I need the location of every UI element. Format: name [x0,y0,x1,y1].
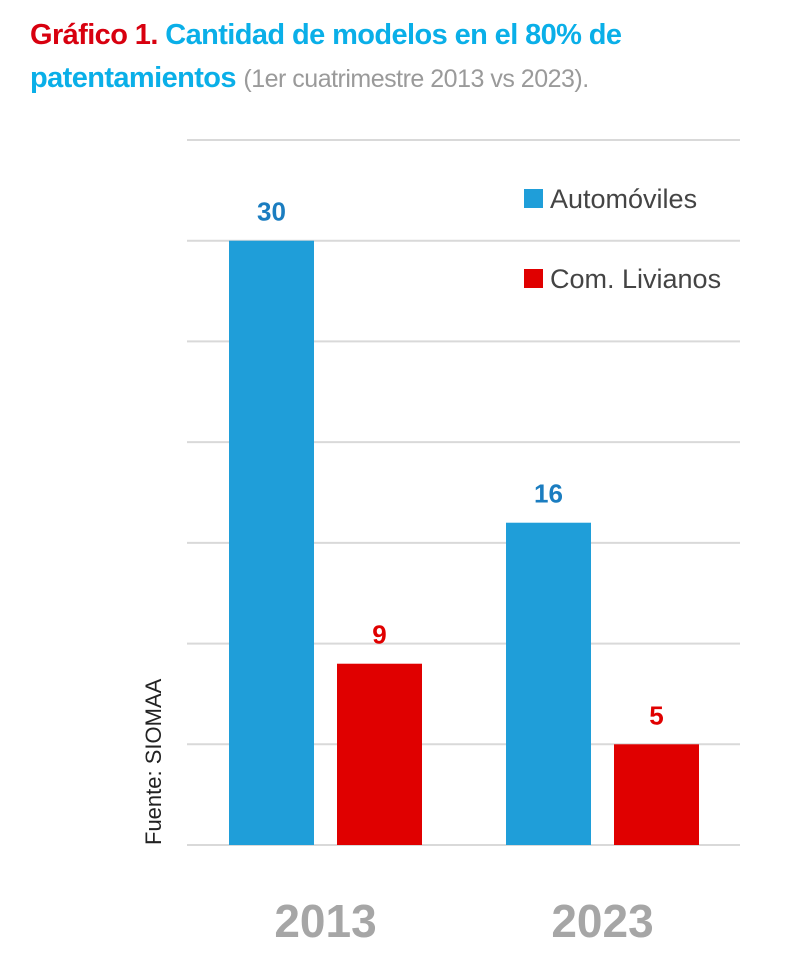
legend-label: Com. Livianos [550,264,721,294]
legend-label: Automóviles [550,184,697,214]
data-label: 16 [534,479,563,509]
legend-swatch [524,269,543,288]
x-tick-label: 2013 [274,895,376,947]
title-main: Cantidad de modelos en el 80% de patenta… [30,19,622,94]
legend-swatch [524,189,543,208]
x-tick-labels: 2013 2023 [274,895,653,947]
data-label: 9 [372,620,386,650]
x-tick-label: 2023 [551,895,653,947]
bar-2023-livianos [614,744,699,845]
data-labels: 30 9 16 5 [257,197,664,731]
source-note: Fuente: SIOMAA [141,678,166,845]
title-prefix: Gráfico 1. [30,19,158,51]
data-label: 30 [257,197,286,227]
chart-title: Gráfico 1. Cantidad de modelos en el 80%… [30,14,790,101]
bar-2013-automoviles [229,240,314,845]
bars [229,240,699,845]
title-subtitle: (1er cuatrimestre 2013 vs 2023). [243,65,589,93]
legend: Automóviles Com. Livianos [524,184,721,294]
bar-2023-automoviles [506,522,591,845]
bar-2013-livianos [337,663,422,845]
data-label: 5 [649,700,663,730]
